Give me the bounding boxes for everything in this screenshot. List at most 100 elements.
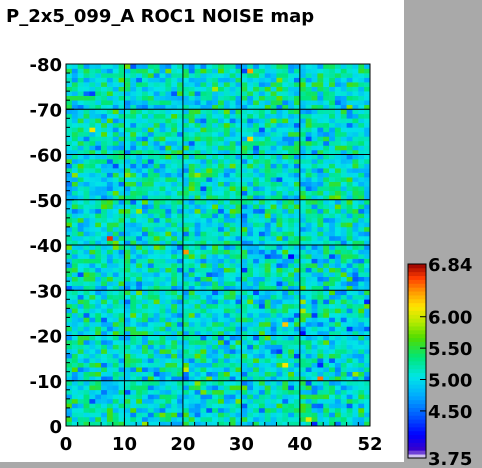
heatmap-cell bbox=[218, 168, 225, 173]
heatmap-cell bbox=[223, 285, 230, 291]
heatmap-cell bbox=[188, 91, 195, 96]
heatmap-cell bbox=[276, 258, 283, 264]
heatmap-cell bbox=[340, 181, 347, 187]
heatmap-cell bbox=[229, 254, 236, 259]
heatmap-cell bbox=[329, 421, 336, 427]
heatmap-cell bbox=[235, 326, 242, 332]
heatmap-cell bbox=[200, 172, 207, 178]
heatmap-cell bbox=[194, 299, 201, 305]
heatmap-cell bbox=[364, 226, 371, 232]
heatmap-cell bbox=[264, 362, 271, 368]
heatmap-cell bbox=[235, 181, 242, 187]
heatmap-cell bbox=[282, 403, 289, 409]
heatmap-cell bbox=[364, 285, 371, 291]
heatmap-cell bbox=[299, 122, 306, 128]
heatmap-cell bbox=[188, 258, 195, 264]
heatmap-cell bbox=[194, 77, 201, 83]
heatmap-cell bbox=[311, 177, 318, 182]
heatmap-cell bbox=[270, 118, 277, 124]
heatmap-cell bbox=[305, 267, 312, 273]
heatmap-cell bbox=[229, 294, 236, 300]
heatmap-cell bbox=[288, 349, 295, 354]
heatmap-cell bbox=[153, 208, 160, 214]
heatmap-cell bbox=[106, 376, 114, 382]
heatmap-cell bbox=[241, 163, 248, 169]
heatmap-cell bbox=[89, 349, 96, 354]
heatmap-cell bbox=[235, 213, 242, 219]
heatmap-cell bbox=[323, 181, 330, 187]
heatmap-cell bbox=[288, 118, 295, 124]
heatmap-cell bbox=[212, 168, 219, 173]
colorbar-swatch bbox=[408, 279, 426, 284]
heatmap-cell bbox=[101, 190, 108, 196]
heatmap-cell bbox=[218, 177, 225, 182]
heatmap-cell bbox=[270, 159, 277, 164]
heatmap-cell bbox=[153, 186, 160, 191]
heatmap-cell bbox=[171, 267, 178, 273]
heatmap-cell bbox=[106, 294, 114, 300]
heatmap-cell bbox=[159, 254, 166, 259]
heatmap-cell bbox=[66, 389, 73, 395]
heatmap-cell bbox=[241, 177, 248, 182]
heatmap-cell bbox=[311, 245, 318, 250]
heatmap-cell bbox=[364, 335, 371, 341]
heatmap-cell bbox=[223, 385, 230, 391]
heatmap-cell bbox=[77, 421, 84, 427]
heatmap-cell bbox=[288, 249, 295, 255]
heatmap-cell bbox=[294, 371, 301, 377]
heatmap-cell bbox=[106, 136, 114, 142]
heatmap-cell bbox=[200, 77, 207, 83]
heatmap-cell bbox=[346, 267, 353, 273]
heatmap-cell bbox=[247, 258, 254, 264]
heatmap-cell bbox=[130, 416, 137, 422]
heatmap-cell bbox=[294, 267, 301, 273]
heatmap-cell bbox=[282, 195, 289, 201]
heatmap-cell bbox=[147, 403, 154, 409]
heatmap-cell bbox=[83, 204, 90, 210]
heatmap-cell bbox=[159, 294, 166, 300]
heatmap-cell bbox=[229, 326, 236, 332]
heatmap-cell bbox=[352, 113, 359, 119]
heatmap-cell bbox=[270, 208, 277, 214]
heatmap-cell bbox=[264, 299, 271, 305]
heatmap-cell bbox=[340, 267, 347, 273]
heatmap-cell bbox=[235, 118, 242, 124]
heatmap-cell bbox=[177, 122, 184, 128]
heatmap-cell bbox=[323, 403, 330, 409]
heatmap-cell bbox=[311, 208, 318, 214]
heatmap-cell bbox=[299, 335, 306, 341]
heatmap-cell bbox=[124, 213, 131, 219]
heatmap-cell bbox=[258, 140, 266, 146]
heatmap-cell bbox=[364, 113, 371, 119]
heatmap-cell bbox=[358, 290, 365, 296]
heatmap-cell bbox=[340, 163, 347, 169]
heatmap-cell bbox=[77, 317, 84, 323]
heatmap-cell bbox=[77, 82, 84, 87]
heatmap-cell bbox=[71, 213, 78, 219]
heatmap-cell bbox=[206, 226, 213, 232]
heatmap-cell bbox=[270, 217, 277, 223]
heatmap-cell bbox=[171, 145, 178, 151]
heatmap-cell bbox=[71, 249, 78, 255]
heatmap-cell bbox=[212, 403, 219, 409]
heatmap-cell bbox=[218, 263, 225, 268]
heatmap-cell bbox=[264, 349, 271, 354]
heatmap-cell bbox=[299, 95, 306, 101]
heatmap-cell bbox=[206, 136, 213, 142]
heatmap-cell bbox=[364, 276, 371, 282]
heatmap-cell bbox=[77, 254, 84, 259]
heatmap-cell bbox=[329, 86, 336, 92]
heatmap-cell bbox=[106, 145, 114, 151]
heatmap-cell bbox=[270, 199, 277, 205]
heatmap-cell bbox=[66, 371, 73, 377]
heatmap-cell bbox=[112, 73, 119, 78]
heatmap-cell bbox=[177, 412, 184, 418]
heatmap-cell bbox=[276, 95, 283, 101]
heatmap-cell bbox=[247, 154, 254, 160]
colorbar-swatch bbox=[408, 411, 426, 416]
heatmap-cell bbox=[188, 394, 195, 400]
heatmap-cell bbox=[282, 326, 289, 332]
heatmap-cell bbox=[364, 199, 371, 205]
heatmap-cell bbox=[142, 113, 149, 119]
heatmap-cell bbox=[95, 394, 102, 400]
